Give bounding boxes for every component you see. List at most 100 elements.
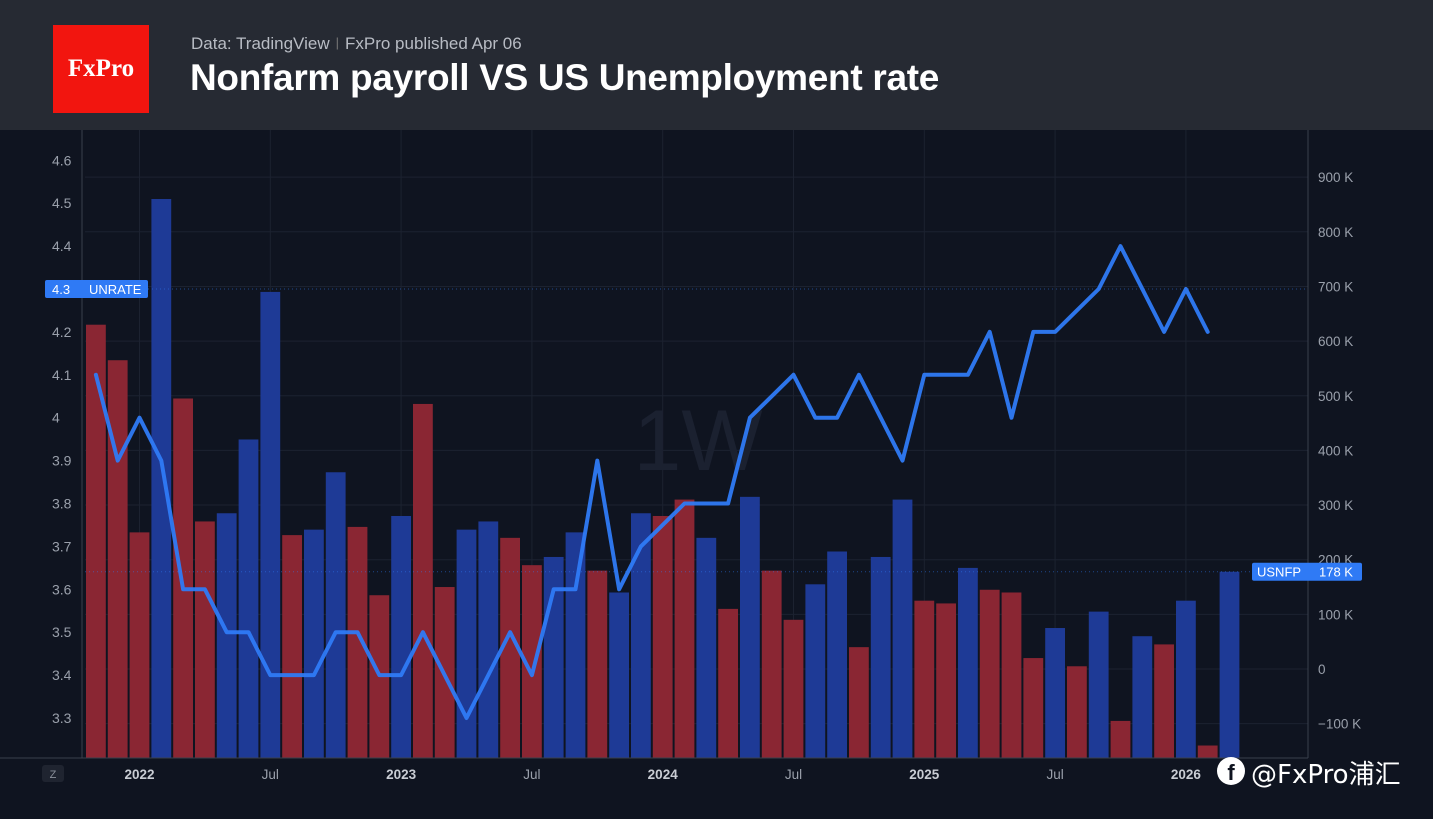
source-line: Data: TradingView | FxPro published Apr 06 [191,34,522,54]
nfp-bar [216,513,237,758]
usnfp-tag-label: USNFP [1257,565,1301,580]
nfp-bar [413,403,433,758]
watermark-handle: @FxPro浦汇 [1251,760,1401,790]
unrate-tag [45,280,148,298]
left-axis-tick: 3.9 [52,453,72,469]
nfp-bar [1088,611,1109,758]
timeframe-watermark: 1W [634,393,763,489]
nfp-bar [86,324,106,758]
nfp-bar [129,532,150,758]
nfp-bar [805,584,826,758]
nfp-bar [1001,592,1022,758]
left-axis-tick: 3.8 [52,496,72,512]
nfp-bar [696,537,717,758]
separator: | [335,35,339,50]
nfp-bar [827,551,847,758]
reset-zoom-label: Z [50,769,57,781]
nfp-bar [631,513,651,758]
nfp-bar [979,589,1000,758]
left-axis-tick: 3.6 [52,581,72,597]
nfp-bar [565,532,586,758]
right-axis-tick: −100 K [1318,717,1361,732]
nfp-bar [870,556,891,758]
timeframe-label: 1W [634,393,763,489]
nfp-bar [347,526,368,758]
nfp-bar [652,515,673,758]
x-axis-tick: Jul [785,767,802,782]
nfp-bar [1067,666,1087,758]
x-axis-tick: 2023 [386,767,417,782]
page-title: Nonfarm payroll VS US Unemployment rate [190,57,940,98]
x-axis-tick: Jul [1046,767,1063,782]
nfp-bar [282,535,302,758]
nfp-bar [936,603,956,758]
nfp-bar [1110,720,1131,758]
left-axis-tick: 4.6 [52,152,72,168]
nfp-bar [304,529,324,758]
nfp-bar [195,521,215,758]
nfp-bar [1176,600,1196,758]
usnfp-tag [1252,562,1362,581]
right-axis-tick: 0 [1318,662,1326,677]
x-axis-tick: Jul [523,767,540,782]
left-axis-tick: 4.4 [52,238,72,254]
right-axis-tick: 700 K [1318,279,1353,294]
nfp-bar [1132,636,1153,758]
nfp-bar [1023,658,1044,758]
nfp-bar [1154,644,1174,758]
data-source: Data: TradingView [191,34,330,53]
nfp-bar [1045,628,1065,758]
x-axis-tick: 2024 [648,767,679,782]
nfp-bar [500,537,520,758]
left-axis-tick: 3.7 [52,538,72,554]
nfp-bar [260,291,281,758]
right-axis-tick: 100 K [1318,607,1353,622]
fxpro-logo[interactable]: FxPro [53,25,149,113]
nfp-bar [958,567,978,758]
nfp-bar [456,529,477,758]
nfp-bar [325,472,346,758]
nfp-bar [783,619,804,758]
unrate-line [93,244,1210,720]
published-date: FxPro published Apr 06 [345,34,522,53]
usnfp-tag-value: 178 K [1319,565,1353,580]
nfp-bar [478,521,499,758]
nfp-bar [587,570,608,758]
left-axis-tick: 4.1 [52,367,72,383]
header-bar: FxPro Data: TradingView | FxPro published … [0,0,1433,130]
unrate-line-group [93,244,1210,720]
nfp-bar [522,565,542,758]
nfp-bar [391,515,411,758]
left-axis-tick: 3.3 [52,710,72,726]
x-axis-tick: 2026 [1171,767,1202,782]
right-axis-tick: 600 K [1318,334,1353,349]
left-axis-tick: 4.5 [52,195,72,211]
x-axis-tick: Jul [262,767,279,782]
nfp-bars [86,199,1240,758]
nfp-bar [740,496,760,758]
nfp-bar [107,360,128,758]
right-axis-tick: 900 K [1318,170,1353,185]
unrate-tag-value: 4.3 [52,282,70,297]
x-axis-tick: 2022 [124,767,154,782]
left-axis-tick: 4 [52,410,60,426]
left-axis-tick: 4.2 [52,324,72,340]
nfp-bar [761,570,782,758]
facebook-icon[interactable]: f [1217,757,1245,785]
nfp-bar [718,608,738,758]
nfp-bar [238,439,259,758]
nfp-bar [609,592,629,758]
left-axis-tick: 3.4 [52,667,72,683]
nfp-bar [674,499,695,758]
price-tags: 4.3 UNRATE USNFP 178 K [45,280,1362,581]
axes: 3.3 3.4 3.5 3.6 3.7 3.8 3.9 4 4.1 4.2 4.3 4.4 4.5 4.6… [0,130,1361,782]
nfp-bar [1197,745,1218,758]
nfp-bar [543,556,564,758]
nfp-bar [1219,571,1240,758]
right-axis-tick: 400 K [1318,443,1353,458]
nfp-bar [892,499,913,758]
x-axis-tick: 2025 [909,767,940,782]
nfp-bar [849,647,869,758]
unrate-tag-label: UNRATE [89,282,142,297]
